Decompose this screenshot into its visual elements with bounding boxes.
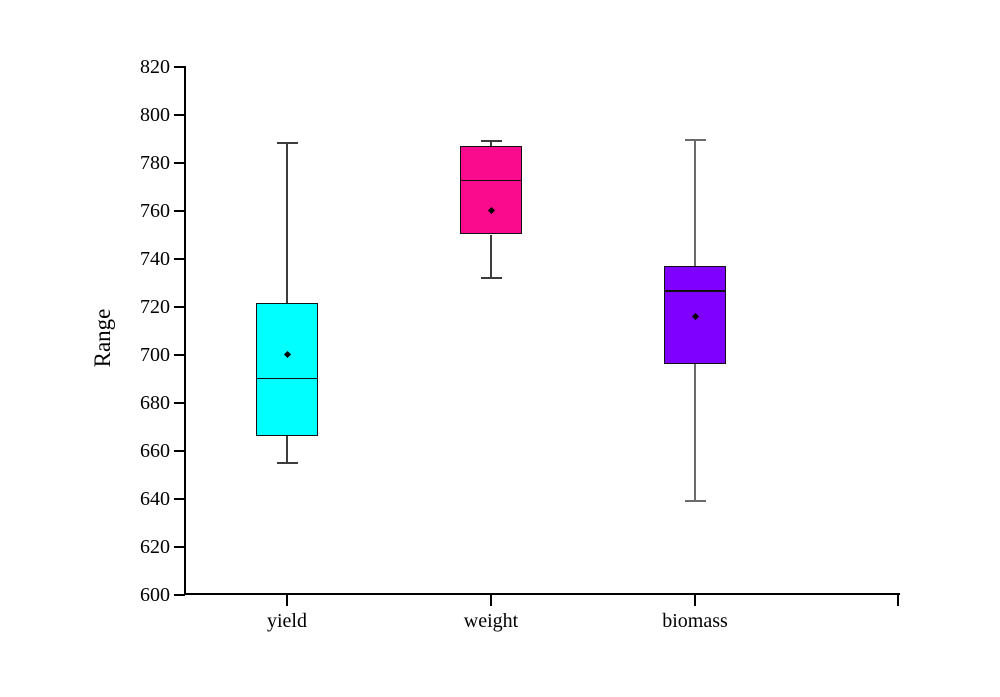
x-axis-line <box>184 593 900 595</box>
upper-whisker-yield <box>286 143 288 303</box>
box-yield <box>256 302 318 437</box>
x-tick-label: weight <box>463 610 519 632</box>
median-line-biomass <box>664 290 726 292</box>
x-tick-label: yield <box>267 610 307 632</box>
lower-whisker-cap-weight <box>480 276 502 279</box>
y-tick-label: 620 <box>140 535 170 558</box>
y-tick-label: 660 <box>140 439 170 462</box>
box-weight <box>460 145 522 235</box>
y-tick-label: 720 <box>140 295 170 318</box>
upper-whisker-cap-biomass <box>684 138 706 141</box>
x-tick <box>286 595 288 606</box>
y-tick <box>174 593 185 596</box>
median-line-weight <box>460 179 522 182</box>
x-tick <box>694 595 696 606</box>
lower-whisker-weight <box>490 234 492 278</box>
y-tick <box>174 401 185 404</box>
upper-whisker-cap-yield <box>276 142 298 145</box>
y-tick-label: 680 <box>140 391 170 414</box>
y-tick-label: 700 <box>140 343 170 366</box>
y-tick-label: 760 <box>140 199 170 222</box>
median-line-yield <box>256 377 318 380</box>
y-tick-label: 780 <box>140 151 170 174</box>
upper-whisker-weight <box>490 140 492 146</box>
y-tick <box>174 209 185 212</box>
x-tick <box>490 595 492 606</box>
upper-whisker-biomass <box>694 139 696 266</box>
x-tick-label: biomass <box>662 610 728 632</box>
lower-whisker-cap-yield <box>276 461 298 464</box>
y-tick-label: 600 <box>140 583 170 606</box>
y-tick <box>174 497 185 500</box>
y-tick-label: 640 <box>140 487 170 510</box>
y-tick-label: 740 <box>140 247 170 270</box>
lower-whisker-yield <box>286 436 288 463</box>
y-tick <box>174 545 185 548</box>
y-tick-label: 820 <box>140 55 170 78</box>
y-tick <box>174 353 185 356</box>
y-tick <box>174 113 185 116</box>
x-axis-end-tick <box>897 595 899 606</box>
y-tick <box>174 161 185 164</box>
y-tick <box>174 257 185 260</box>
y-tick <box>174 305 185 308</box>
y-tick <box>174 65 185 68</box>
upper-whisker-cap-weight <box>480 139 502 142</box>
y-axis-line <box>184 66 186 595</box>
lower-whisker-biomass <box>694 364 696 501</box>
y-tick-label: 800 <box>140 103 170 126</box>
y-tick <box>174 449 185 452</box>
lower-whisker-cap-biomass <box>684 499 706 502</box>
